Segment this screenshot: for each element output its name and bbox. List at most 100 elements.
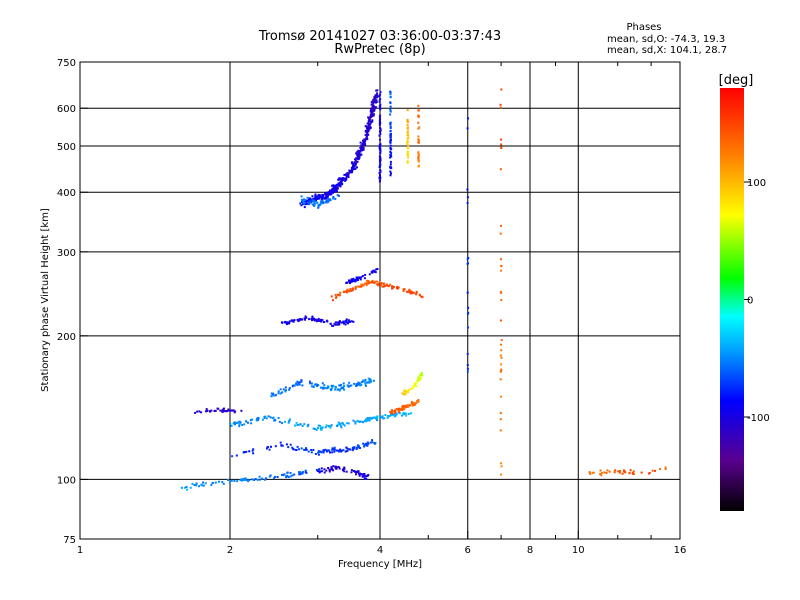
data-point <box>234 423 236 426</box>
data-point <box>307 450 310 453</box>
data-point <box>368 273 371 276</box>
data-point <box>298 381 301 384</box>
data-point <box>308 318 311 321</box>
data-point <box>320 470 323 473</box>
data-point <box>380 416 383 419</box>
data-point <box>466 188 469 191</box>
data-point <box>357 158 360 161</box>
data-point <box>373 270 376 273</box>
data-point <box>236 480 239 483</box>
data-point <box>299 473 302 476</box>
data-point <box>330 295 333 298</box>
x-tick-label: 10 <box>572 545 585 556</box>
data-point <box>618 471 621 474</box>
data-point <box>340 450 343 453</box>
data-point <box>362 474 365 477</box>
data-point <box>196 410 199 413</box>
data-point <box>379 144 382 146</box>
data-point <box>372 113 375 116</box>
data-point <box>403 393 405 396</box>
data-point <box>265 447 268 450</box>
data-point <box>378 115 381 118</box>
data-point <box>388 415 391 418</box>
data-point <box>378 99 381 102</box>
data-point <box>342 449 345 452</box>
data-point <box>280 444 283 447</box>
data-point <box>354 158 356 161</box>
data-point <box>370 103 373 106</box>
data-point <box>277 390 280 393</box>
data-point <box>390 155 393 158</box>
data-point <box>338 321 340 324</box>
data-point <box>320 198 323 201</box>
data-point <box>312 318 315 321</box>
data-point <box>499 103 502 106</box>
data-point <box>285 443 288 446</box>
data-point <box>326 201 329 204</box>
data-point <box>318 196 321 199</box>
data-point <box>379 173 381 176</box>
data-point <box>375 99 378 102</box>
data-point <box>640 471 643 474</box>
data-point <box>326 191 329 194</box>
data-point <box>261 418 264 421</box>
data-point <box>608 470 611 473</box>
y-tick-label: 100 <box>57 475 76 486</box>
data-point <box>317 451 320 454</box>
data-point <box>324 448 327 451</box>
data-point <box>337 178 340 181</box>
data-point <box>344 178 347 181</box>
data-point <box>345 446 348 449</box>
data-point <box>417 152 420 155</box>
data-point <box>416 379 419 382</box>
data-point <box>374 271 377 274</box>
data-point <box>348 280 351 283</box>
data-point <box>632 473 635 475</box>
data-point <box>499 462 502 465</box>
data-point <box>391 287 393 290</box>
data-point <box>378 177 381 180</box>
data-point <box>321 387 324 390</box>
data-point <box>321 382 324 385</box>
data-point <box>265 417 268 420</box>
data-point <box>406 153 409 156</box>
data-point <box>286 471 289 474</box>
data-point <box>466 258 469 261</box>
data-point <box>366 419 369 422</box>
data-point <box>338 322 341 325</box>
x-tick-label: 8 <box>527 545 533 556</box>
data-point <box>273 477 276 480</box>
y-tick-label: 750 <box>57 58 76 69</box>
data-point <box>372 105 375 108</box>
x-axis-ticks: 1 2 4 6 8 10 16 <box>77 62 686 556</box>
data-point <box>347 422 350 425</box>
data-point <box>326 387 329 390</box>
data-point <box>281 422 283 425</box>
data-point <box>402 407 405 410</box>
y-axis-title: Stationary phase Virtual Height [km] <box>40 208 51 392</box>
data-point <box>221 409 224 412</box>
data-point <box>340 387 343 390</box>
data-point <box>499 378 502 381</box>
data-point <box>366 133 369 136</box>
data-point <box>289 472 292 474</box>
data-point <box>599 469 602 472</box>
data-point <box>401 392 404 395</box>
data-point <box>406 109 409 112</box>
data-point <box>341 422 344 425</box>
data-point <box>364 443 367 446</box>
data-point <box>378 95 381 98</box>
data-point <box>373 99 376 102</box>
data-point <box>376 89 379 92</box>
data-point <box>357 285 360 288</box>
data-point <box>306 425 309 428</box>
data-point <box>499 258 502 261</box>
data-point <box>301 425 304 427</box>
data-point <box>373 97 376 100</box>
data-point <box>332 188 335 191</box>
data-point <box>184 486 187 489</box>
data-point <box>343 173 346 176</box>
data-point <box>500 299 503 302</box>
data-point <box>363 445 365 448</box>
data-point <box>332 324 335 327</box>
